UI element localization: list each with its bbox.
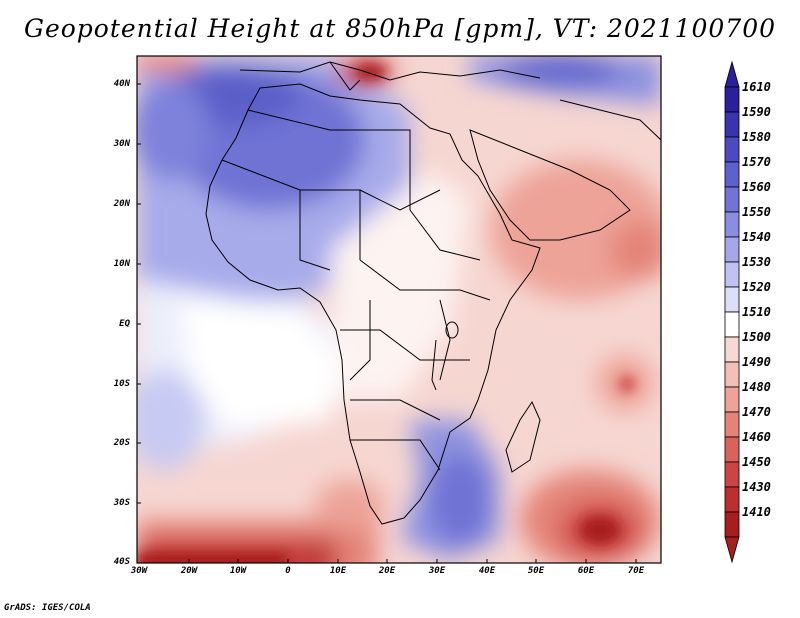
colorbar-swatch (724, 261, 740, 288)
colorbar-label: 1560 (742, 180, 771, 194)
lat-label: 20S (113, 438, 130, 448)
colorbar-top-arrow (724, 60, 740, 88)
map-title: Geopotential Height at 850hPa [gpm], VT:… (23, 14, 777, 43)
lat-label: EQ (119, 319, 130, 329)
colorbar-swatch (724, 286, 740, 313)
colorbar-label: 1580 (742, 130, 771, 144)
colorbar-swatch (724, 186, 740, 213)
colorbar-swatch (724, 461, 740, 488)
lon-label: 70E (627, 566, 645, 576)
colorbar-swatch (724, 161, 740, 188)
lon-label: 0 (285, 566, 291, 576)
lat-label: 20N (113, 199, 130, 209)
colorbar-label: 1430 (742, 480, 771, 494)
colorbar-swatch (724, 436, 740, 463)
lon-label: 20E (378, 566, 396, 576)
colorbar-bottom-arrow (724, 536, 740, 564)
colorbar-swatch (724, 511, 740, 538)
colorbar-swatch (724, 111, 740, 138)
map-frame (136, 55, 662, 564)
lon-label: 10W (229, 566, 247, 576)
colorbar-label: 1460 (742, 430, 771, 444)
colorbar-label: 1410 (742, 505, 771, 519)
colorbar-swatch (724, 211, 740, 238)
lon-label: 30E (428, 566, 446, 576)
colorbar-swatch (724, 361, 740, 388)
lon-label: 50E (527, 566, 545, 576)
colorbar-label: 1490 (742, 355, 771, 369)
colorbar-label: 1570 (742, 155, 771, 169)
lon-label: 20W (180, 566, 198, 576)
colorbar-label: 1480 (742, 380, 771, 394)
footer-credit: GrADS: IGES/COLA (4, 603, 91, 613)
colorbar-swatch (724, 386, 740, 413)
lat-label: 30N (113, 139, 130, 149)
colorbar-label: 1530 (742, 255, 771, 269)
lat-label: 40S (113, 557, 130, 567)
colorbar-label: 1500 (742, 330, 771, 344)
colorbar-swatch (724, 236, 740, 263)
axis-ticks (137, 83, 637, 563)
colorbar-swatch (724, 486, 740, 513)
colorbar-swatch (724, 136, 740, 163)
lon-label: 60E (577, 566, 595, 576)
lat-label: 10S (113, 379, 130, 389)
lon-label: 10E (329, 566, 347, 576)
colorbar-swatch (724, 336, 740, 363)
lat-label: 30S (113, 498, 130, 508)
coastlines (205, 61, 661, 525)
lat-label: 40N (113, 79, 130, 89)
colorbar-label: 1610 (742, 80, 771, 94)
colorbar-label: 1550 (742, 205, 771, 219)
colorbar-label: 1520 (742, 280, 771, 294)
colorbar-label: 1590 (742, 105, 771, 119)
colorbar-label: 1540 (742, 230, 771, 244)
colorbar-swatch (724, 311, 740, 338)
colorbar-label: 1510 (742, 305, 771, 319)
colorbar-swatch (724, 86, 740, 113)
colorbar (724, 60, 740, 564)
colorbar-swatch (724, 411, 740, 438)
lon-label: 40E (478, 566, 496, 576)
lat-label: 10N (113, 259, 130, 269)
lon-label: 30W (130, 566, 148, 576)
colorbar-label: 1450 (742, 455, 771, 469)
height-field (137, 56, 661, 563)
colorbar-label: 1470 (742, 405, 771, 419)
